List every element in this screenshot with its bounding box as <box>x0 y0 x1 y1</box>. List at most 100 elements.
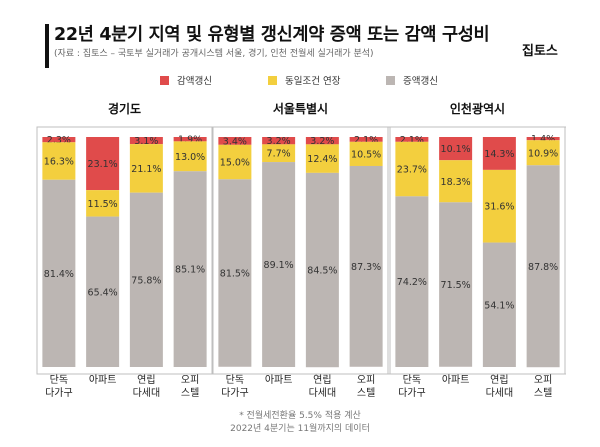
data-label-decrease-g0-c0: 2.3% <box>47 135 71 146</box>
group-panel-2 <box>389 126 566 375</box>
category-label-g0-c3-l0: 오피 <box>181 374 199 386</box>
data-label-same-g2-c0: 23.7% <box>397 165 427 176</box>
category-label-g1-c2-l1: 다세대 <box>309 387 337 399</box>
legend-swatch-increase <box>386 76 395 85</box>
bar-same-g1-c0 <box>218 144 252 180</box>
bar-decrease-g1-c2 <box>305 137 339 145</box>
category-label-g0-c2-l1: 다세대 <box>133 387 161 399</box>
data-label-same-g0-c1: 11.5% <box>88 199 118 210</box>
chart-title: 22년 4분기 지역 및 유형별 갱신계약 증액 또는 감액 구성비 <box>54 25 490 45</box>
data-label-same-g1-c0: 15.0% <box>220 158 250 169</box>
data-label-same-g2-c1: 18.3% <box>441 177 471 188</box>
bar-same-g2-c3 <box>526 140 560 166</box>
legend-item-increase: 증액갱신 <box>386 73 438 87</box>
category-label-g2-c1-l0: 아파트 <box>442 374 470 386</box>
bar-increase-g2-c3 <box>526 165 560 368</box>
bar-decrease-g1-c0 <box>218 137 252 145</box>
category-label-g1-c0-l1: 다가구 <box>221 387 249 399</box>
legend-item-same: 동일조건 연장 <box>268 73 340 87</box>
bar-increase-g2-c2 <box>482 242 516 367</box>
data-label-same-g0-c2: 21.1% <box>131 164 161 175</box>
category-label-g0-c3-l1: 스텔 <box>181 387 199 399</box>
category-label-g2-c0-l1: 다가구 <box>398 387 426 399</box>
bar-same-g0-c1 <box>86 190 120 217</box>
data-label-decrease-g0-c2: 3.1% <box>134 136 158 147</box>
category-label-g1-c3-l0: 오피 <box>357 374 375 386</box>
group-title-2: 인천광역시 <box>450 101 505 116</box>
legend: 감액갱신 동일조건 연장 증액갱신 <box>40 73 540 87</box>
brand-logo: 집토스 <box>522 44 558 59</box>
category-label-g2-c2-l0: 연립 <box>490 373 508 386</box>
category-label-g1-c0-l0: 단독 <box>226 374 244 386</box>
category-label-g0-c2-l0: 연립 <box>137 373 155 386</box>
data-label-same-g1-c3: 10.5% <box>351 149 381 160</box>
data-label-increase-g1-c3: 87.3% <box>351 262 381 273</box>
bar-same-g2-c1 <box>439 160 473 203</box>
data-label-same-g1-c2: 12.4% <box>307 154 337 165</box>
category-label-g0-c0-l1: 다가구 <box>45 387 73 399</box>
bar-decrease-g0-c1 <box>86 137 120 191</box>
bar-increase-g0-c3 <box>173 171 207 367</box>
group-panel-0 <box>36 126 213 375</box>
bar-decrease-g2-c3 <box>526 137 560 141</box>
category-label-g1-c1-l0: 아파트 <box>265 374 293 386</box>
bar-decrease-g0-c3 <box>173 137 207 142</box>
bar-increase-g1-c1 <box>262 162 296 367</box>
data-label-same-g1-c1: 7.7% <box>267 149 291 160</box>
legend-item-decrease: 감액갱신 <box>160 73 212 87</box>
data-label-decrease-g1-c2: 3.2% <box>310 136 334 147</box>
data-label-same-g0-c3: 13.0% <box>175 152 205 163</box>
bar-increase-g2-c1 <box>439 202 473 367</box>
data-label-increase-g2-c3: 87.8% <box>528 262 558 273</box>
bar-decrease-g0-c0 <box>42 137 76 143</box>
group-panel-1 <box>212 126 389 375</box>
data-label-increase-g2-c1: 71.5% <box>441 280 471 291</box>
data-label-increase-g1-c1: 89.1% <box>264 260 294 271</box>
bar-same-g0-c2 <box>129 144 163 193</box>
data-label-increase-g1-c0: 81.5% <box>220 269 250 280</box>
bar-same-g0-c0 <box>42 142 76 180</box>
bar-decrease-g2-c1 <box>439 137 473 161</box>
category-label-g0-c0-l0: 단독 <box>50 374 68 386</box>
chart-frame: 22년 4분기 지역 및 유형별 갱신계약 증액 또는 감액 구성비 (자료 :… <box>29 16 585 434</box>
bar-increase-g0-c1 <box>86 216 120 367</box>
data-label-decrease-g2-c0: 2.1% <box>400 135 424 146</box>
category-label-g2-c3-l1: 스텔 <box>534 387 552 399</box>
data-label-same-g2-c2: 31.6% <box>484 202 514 213</box>
data-label-same-g2-c3: 10.9% <box>528 148 558 159</box>
bar-decrease-g1-c3 <box>349 137 383 142</box>
category-label-g1-c2-l0: 연립 <box>313 373 331 386</box>
data-label-increase-g2-c2: 54.1% <box>484 300 514 311</box>
data-label-decrease-g2-c3: 1.4% <box>531 134 555 145</box>
bar-increase-g0-c2 <box>129 192 163 367</box>
data-label-decrease-g2-c2: 14.3% <box>484 149 514 160</box>
footnote-line-1: * 전월세전환율 5.5% 적용 계산 <box>239 411 361 421</box>
data-label-decrease-g0-c3: 1.9% <box>178 135 202 146</box>
bar-same-g2-c2 <box>482 169 516 243</box>
bar-same-g2-c0 <box>395 141 429 197</box>
bar-decrease-g2-c2 <box>482 137 516 170</box>
category-label-g1-c3-l1: 스텔 <box>357 387 375 399</box>
group-title-0: 경기도 <box>108 101 141 116</box>
title-accent-bar <box>45 24 49 68</box>
bar-same-g1-c3 <box>349 141 383 166</box>
bar-decrease-g2-c0 <box>395 137 429 142</box>
data-label-increase-g0-c1: 65.4% <box>88 287 118 298</box>
bar-increase-g1-c2 <box>305 172 339 368</box>
chart-subtitle: (자료 : 집토스 – 국토부 실거래가 공개시스템 서울, 경기, 인천 전월… <box>54 49 374 59</box>
legend-swatch-same <box>268 76 277 85</box>
bar-decrease-g0-c2 <box>129 137 163 145</box>
category-label-g2-c2-l1: 다세대 <box>486 387 514 399</box>
legend-swatch-decrease <box>160 76 169 85</box>
data-label-decrease-g1-c3: 2.1% <box>354 135 378 146</box>
legend-label-decrease: 감액갱신 <box>177 76 212 87</box>
bar-increase-g2-c0 <box>395 196 429 367</box>
group-title-1: 서울특별시 <box>273 101 328 116</box>
data-label-decrease-g1-c1: 3.2% <box>267 136 291 147</box>
footnote-line-2: 2022년 4분기는 11월까지의 데이터 <box>230 424 370 434</box>
bar-increase-g1-c3 <box>349 165 383 367</box>
bar-increase-g0-c0 <box>42 179 76 367</box>
category-label-g2-c3-l0: 오피 <box>534 374 552 386</box>
legend-label-increase: 증액갱신 <box>403 76 438 87</box>
